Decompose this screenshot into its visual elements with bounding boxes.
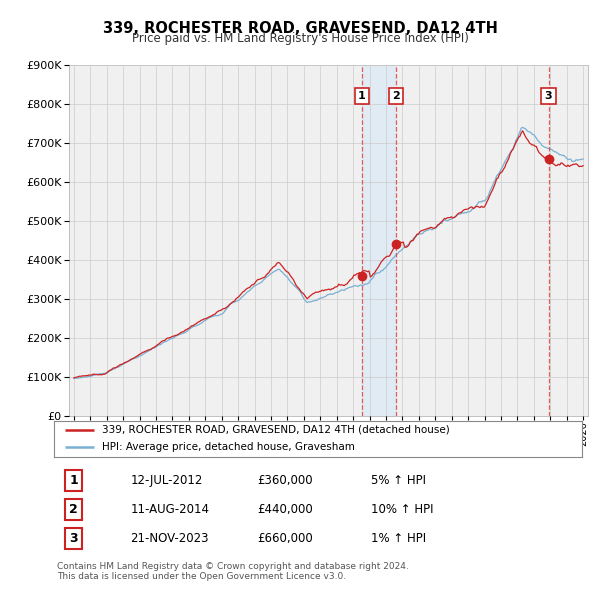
Text: £360,000: £360,000: [257, 474, 313, 487]
Text: 11-AUG-2014: 11-AUG-2014: [131, 503, 209, 516]
Text: 3: 3: [69, 532, 78, 545]
Text: 339, ROCHESTER ROAD, GRAVESEND, DA12 4TH: 339, ROCHESTER ROAD, GRAVESEND, DA12 4TH: [103, 21, 497, 35]
Text: 2: 2: [392, 91, 400, 101]
Text: 5% ↑ HPI: 5% ↑ HPI: [371, 474, 426, 487]
Text: Price paid vs. HM Land Registry's House Price Index (HPI): Price paid vs. HM Land Registry's House …: [131, 32, 469, 45]
Text: 10% ↑ HPI: 10% ↑ HPI: [371, 503, 433, 516]
Text: HPI: Average price, detached house, Gravesham: HPI: Average price, detached house, Grav…: [101, 442, 355, 452]
Text: 1: 1: [69, 474, 78, 487]
Text: 1: 1: [358, 91, 366, 101]
Text: £440,000: £440,000: [257, 503, 313, 516]
Text: 3: 3: [545, 91, 553, 101]
Text: 339, ROCHESTER ROAD, GRAVESEND, DA12 4TH (detached house): 339, ROCHESTER ROAD, GRAVESEND, DA12 4TH…: [101, 425, 449, 435]
Text: £660,000: £660,000: [257, 532, 313, 545]
Text: 2: 2: [69, 503, 78, 516]
Text: 12-JUL-2012: 12-JUL-2012: [131, 474, 203, 487]
Text: 21-NOV-2023: 21-NOV-2023: [131, 532, 209, 545]
Text: 1% ↑ HPI: 1% ↑ HPI: [371, 532, 426, 545]
Text: Contains HM Land Registry data © Crown copyright and database right 2024.
This d: Contains HM Land Registry data © Crown c…: [57, 562, 409, 581]
